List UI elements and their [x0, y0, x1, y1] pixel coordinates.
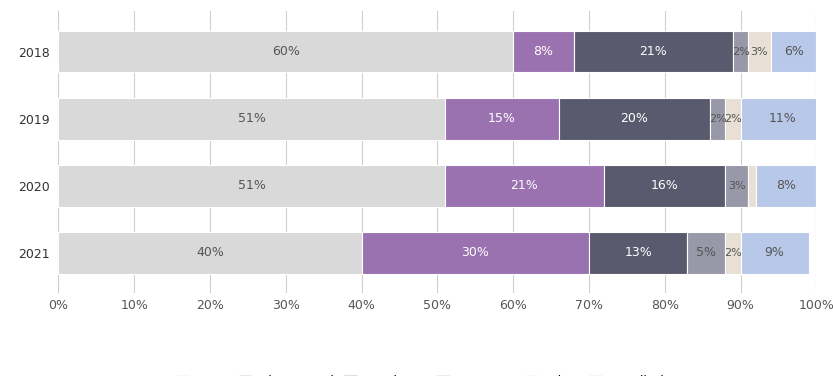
Bar	[748, 165, 756, 207]
Bar	[445, 165, 604, 207]
Text: 20%: 20%	[621, 112, 648, 125]
Text: 9%: 9%	[765, 247, 785, 259]
Text: 51%: 51%	[237, 179, 266, 193]
Bar	[726, 232, 741, 274]
Text: 2%: 2%	[724, 248, 742, 258]
Bar	[741, 232, 809, 274]
Text: 2%: 2%	[709, 114, 726, 124]
Bar	[733, 31, 748, 72]
Bar	[604, 165, 726, 207]
Text: 3%: 3%	[751, 47, 768, 56]
Text: 6%: 6%	[784, 45, 804, 58]
Text: 60%: 60%	[272, 45, 300, 58]
Bar	[445, 98, 559, 139]
Bar	[711, 98, 726, 139]
Text: 8%: 8%	[533, 45, 553, 58]
Bar	[513, 31, 574, 72]
Bar	[589, 232, 687, 274]
Text: 21%: 21%	[640, 45, 667, 58]
Text: 8%: 8%	[776, 179, 796, 193]
Text: 21%: 21%	[511, 179, 538, 193]
Bar	[58, 31, 513, 72]
Bar	[362, 232, 589, 274]
Text: 5%: 5%	[696, 247, 716, 259]
Text: 2%: 2%	[724, 114, 742, 124]
Bar	[58, 232, 362, 274]
Text: 3%: 3%	[728, 181, 746, 191]
Bar	[726, 98, 741, 139]
Bar	[756, 165, 816, 207]
Bar	[726, 165, 748, 207]
Text: 13%: 13%	[624, 247, 652, 259]
Text: 2%: 2%	[731, 47, 750, 56]
Text: 11%: 11%	[768, 112, 796, 125]
Bar	[741, 98, 824, 139]
Bar	[771, 31, 816, 72]
Text: 15%: 15%	[488, 112, 516, 125]
Bar	[58, 98, 445, 139]
Bar	[559, 98, 711, 139]
Bar	[58, 165, 445, 207]
Bar	[748, 31, 771, 72]
Bar	[687, 232, 726, 274]
Text: 51%: 51%	[237, 112, 266, 125]
Bar	[574, 31, 733, 72]
Legend: J-REIT, Private Fund, Developer, Corporate, Other, Non-disclosure: J-REIT, Private Fund, Developer, Corpora…	[171, 370, 704, 376]
Text: 16%: 16%	[651, 179, 679, 193]
Text: 30%: 30%	[461, 247, 489, 259]
Text: 40%: 40%	[196, 247, 224, 259]
